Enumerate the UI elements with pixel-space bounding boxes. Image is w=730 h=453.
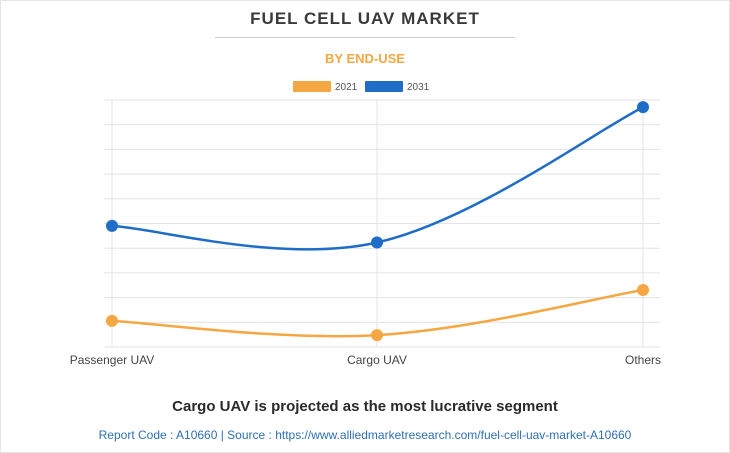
data-point-2031 bbox=[371, 236, 383, 249]
legend-swatch-2021 bbox=[293, 81, 331, 92]
title-divider bbox=[215, 37, 515, 38]
x-tick-label: Cargo UAV bbox=[347, 353, 407, 367]
chart-subtitle: BY END-USE bbox=[325, 51, 405, 66]
legend-swatch-2031 bbox=[365, 81, 403, 92]
x-tick-label: Passenger UAV bbox=[70, 353, 155, 367]
legend-label-2021: 2021 bbox=[335, 82, 358, 93]
data-point-2031 bbox=[637, 101, 649, 114]
chart-title: FUEL CELL UAV MARKET bbox=[250, 9, 480, 28]
footer-headline: Cargo UAV is projected as the most lucra… bbox=[172, 398, 558, 415]
data-point-2031 bbox=[106, 219, 118, 232]
footer-source: Report Code : A10660 | Source : https://… bbox=[98, 428, 632, 442]
legend-label-2031: 2031 bbox=[407, 82, 430, 93]
data-point-2021 bbox=[637, 284, 649, 296]
x-tick-label: Others bbox=[625, 353, 661, 367]
data-point-2021 bbox=[106, 314, 118, 327]
data-point-2021 bbox=[371, 329, 383, 342]
